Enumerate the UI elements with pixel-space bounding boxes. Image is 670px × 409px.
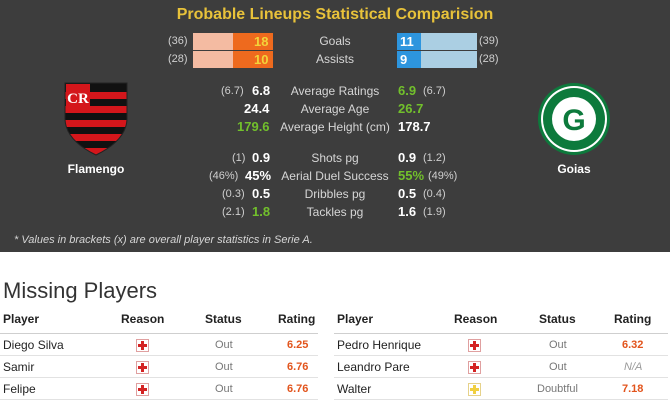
stat-height-away: 178.7	[398, 119, 431, 134]
stat-aerial-away-br: (49%)	[428, 170, 458, 182]
away-header-rating: Rating	[614, 312, 652, 326]
away-goals-value: 11	[400, 34, 414, 49]
footnote: * Values in brackets (x) are overall pla…	[14, 234, 313, 246]
stat-aerial-away: 55%	[398, 168, 425, 183]
home-header-divider	[0, 333, 318, 334]
away-header-reason: Reason	[454, 312, 498, 326]
away-goals-bar-fill	[397, 33, 421, 50]
away-team-name: Goias	[557, 162, 591, 176]
away-missing-player-2[interactable]: Leandro Pare	[337, 360, 410, 374]
stat-dribbles-away-br: (0.4)	[423, 188, 446, 200]
away-goals-total: (39)	[479, 35, 499, 47]
stat-shots-away-br: (1.2)	[423, 152, 446, 164]
injury-icon	[468, 339, 481, 352]
row-divider	[0, 377, 318, 378]
away-missing-status-2: Out	[549, 361, 567, 373]
home-header-player: Player	[3, 312, 40, 326]
stat-shots-label: Shots pg	[311, 151, 359, 165]
away-assists-bar-fill	[397, 51, 421, 68]
stat-dribbles-label: Dribbles pg	[304, 187, 366, 201]
away-header-player: Player	[337, 312, 374, 326]
away-assists-value: 9	[400, 52, 408, 67]
injury-icon	[136, 361, 149, 374]
away-missing-rating-3: 7.18	[622, 383, 644, 395]
home-missing-player-3[interactable]: Felipe	[3, 382, 36, 396]
assists-label: Assists	[315, 52, 354, 66]
away-header-divider	[334, 333, 668, 334]
away-assists-total: (28)	[479, 53, 499, 65]
row-divider	[334, 399, 668, 400]
stat-shots-home: 0.9	[252, 150, 271, 165]
away-missing-rating-1: 6.32	[622, 339, 644, 351]
stat-tackles-label: Tackles pg	[306, 205, 364, 219]
home-missing-rating-3: 6.76	[287, 383, 309, 395]
injury-icon	[468, 361, 481, 374]
home-missing-player-1[interactable]: Diego Silva	[3, 338, 64, 352]
stat-age-away: 26.7	[398, 101, 424, 116]
stat-ratings-away: 6.9	[398, 83, 417, 98]
home-missing-rating-2: 6.76	[287, 361, 309, 373]
comparison-panel: Probable Lineups Statistical Comparision…	[0, 0, 670, 252]
stat-aerial-home-br: (46%)	[209, 170, 239, 182]
stat-aerial-label: Aerial Duel Success	[281, 169, 389, 183]
goals-label: Goals	[319, 34, 351, 48]
stat-ratings-away-br: (6.7)	[423, 85, 446, 97]
svg-text:CR: CR	[67, 91, 89, 107]
away-header-status: Status	[539, 312, 576, 326]
stat-tackles-home-br: (2.1)	[222, 206, 245, 218]
flamengo-crest-icon: CR	[64, 82, 128, 159]
stat-age-label: Average Age	[300, 102, 370, 116]
stat-ratings-home: 6.8	[252, 83, 271, 98]
home-goals-value: 18	[254, 34, 269, 49]
injury-icon	[136, 339, 149, 352]
stat-age-home: 24.4	[244, 101, 270, 116]
away-missing-status-3: Doubtful	[537, 383, 578, 395]
home-missing-player-2[interactable]: Samir	[3, 360, 35, 374]
stat-ratings-home-br: (6.7)	[221, 85, 244, 97]
row-divider	[0, 355, 318, 356]
home-missing-status-1: Out	[215, 339, 233, 351]
stat-dribbles-home-br: (0.3)	[222, 188, 245, 200]
home-missing-rating-1: 6.25	[287, 339, 309, 351]
home-header-status: Status	[205, 312, 242, 326]
svg-text:G: G	[562, 104, 585, 137]
home-assists-bar-fill	[233, 51, 273, 68]
missing-players-title: Missing Players	[3, 278, 158, 303]
home-goals-total: (36)	[168, 35, 188, 47]
stat-tackles-away: 1.6	[398, 204, 417, 219]
stat-tackles-home: 1.8	[252, 204, 271, 219]
away-missing-player-1[interactable]: Pedro Henrique	[337, 338, 422, 352]
stat-height-label: Average Height (cm)	[280, 120, 390, 134]
comparison-title: Probable Lineups Statistical Comparision	[176, 6, 494, 23]
home-assists-total: (28)	[168, 53, 188, 65]
stat-ratings-label: Average Ratings	[290, 84, 380, 98]
stat-aerial-home: 45%	[245, 168, 272, 183]
injury-icon	[136, 383, 149, 396]
away-missing-status-1: Out	[549, 339, 567, 351]
stat-dribbles-away: 0.5	[398, 186, 417, 201]
away-missing-rating-2: N/A	[624, 361, 643, 373]
row-divider	[334, 355, 668, 356]
home-team-name: Flamengo	[67, 162, 125, 176]
home-goals-bar-fill	[233, 33, 273, 50]
home-header-reason: Reason	[121, 312, 165, 326]
stat-shots-home-br: (1)	[232, 152, 246, 164]
stat-height-home: 179.6	[237, 119, 270, 134]
away-missing-player-3[interactable]: Walter	[337, 382, 372, 396]
goias-crest-icon: G	[537, 82, 611, 159]
stat-shots-away: 0.9	[398, 150, 417, 165]
home-assists-value: 10	[254, 52, 269, 67]
doubtful-icon	[468, 383, 481, 396]
stat-tackles-away-br: (1.9)	[423, 206, 446, 218]
home-missing-status-2: Out	[215, 361, 233, 373]
row-divider	[334, 377, 668, 378]
row-divider	[0, 399, 318, 400]
home-header-rating: Rating	[278, 312, 316, 326]
home-missing-status-3: Out	[215, 383, 233, 395]
stat-dribbles-home: 0.5	[252, 186, 271, 201]
